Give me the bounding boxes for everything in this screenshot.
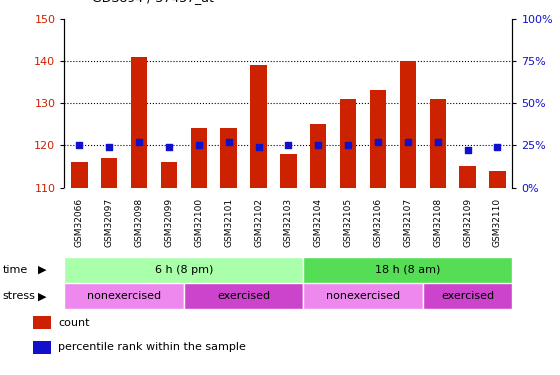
Text: GSM32109: GSM32109 [463,198,472,247]
Point [314,142,323,148]
Text: GSM32110: GSM32110 [493,198,502,247]
Bar [423,283,512,309]
Point [344,142,353,148]
Text: GDS894 / 37437_at: GDS894 / 37437_at [92,0,214,4]
Point [105,144,114,150]
Bar [64,283,184,309]
Bar [304,257,512,283]
Point [493,144,502,150]
Text: stress: stress [3,291,36,301]
Bar [64,257,304,283]
Text: time: time [3,265,28,275]
Bar [310,124,326,188]
Bar [304,283,423,309]
Text: GSM32100: GSM32100 [194,198,203,247]
Bar [430,99,446,188]
Text: GSM32106: GSM32106 [374,198,382,247]
Bar [221,128,237,188]
Bar [131,57,147,188]
Bar [370,90,386,188]
Text: count: count [58,318,90,328]
Text: exercised: exercised [217,291,270,301]
Point [254,144,263,150]
Bar [250,65,267,188]
Text: GSM32104: GSM32104 [314,198,323,247]
Bar [400,61,416,188]
Point [463,147,472,153]
Bar [101,158,118,188]
Bar [280,154,297,188]
Point [224,139,233,145]
Bar [33,341,50,354]
Bar [71,162,87,188]
Bar [340,99,356,188]
Text: nonexercised: nonexercised [87,291,161,301]
Text: ▶: ▶ [38,291,46,301]
Bar [33,316,50,329]
Text: GSM32107: GSM32107 [403,198,412,247]
Bar [184,283,304,309]
Point [374,139,382,145]
Text: GSM32101: GSM32101 [224,198,233,247]
Point [75,142,84,148]
Text: GSM32099: GSM32099 [165,198,174,247]
Bar [161,162,177,188]
Text: ▶: ▶ [38,265,46,275]
Text: 18 h (8 am): 18 h (8 am) [375,265,441,275]
Point [403,139,412,145]
Point [134,139,143,145]
Text: GSM32098: GSM32098 [134,198,143,247]
Text: GSM32105: GSM32105 [344,198,353,247]
Text: GSM32108: GSM32108 [433,198,442,247]
Text: GSM32102: GSM32102 [254,198,263,247]
Text: percentile rank within the sample: percentile rank within the sample [58,342,246,352]
Text: GSM32103: GSM32103 [284,198,293,247]
Point [284,142,293,148]
Bar [459,166,476,188]
Bar [190,128,207,188]
Point [433,139,442,145]
Bar [489,171,506,188]
Text: 6 h (8 pm): 6 h (8 pm) [155,265,213,275]
Point [165,144,174,150]
Text: GSM32097: GSM32097 [105,198,114,247]
Text: exercised: exercised [441,291,494,301]
Text: nonexercised: nonexercised [326,291,400,301]
Text: GSM32066: GSM32066 [75,198,84,247]
Point [194,142,203,148]
